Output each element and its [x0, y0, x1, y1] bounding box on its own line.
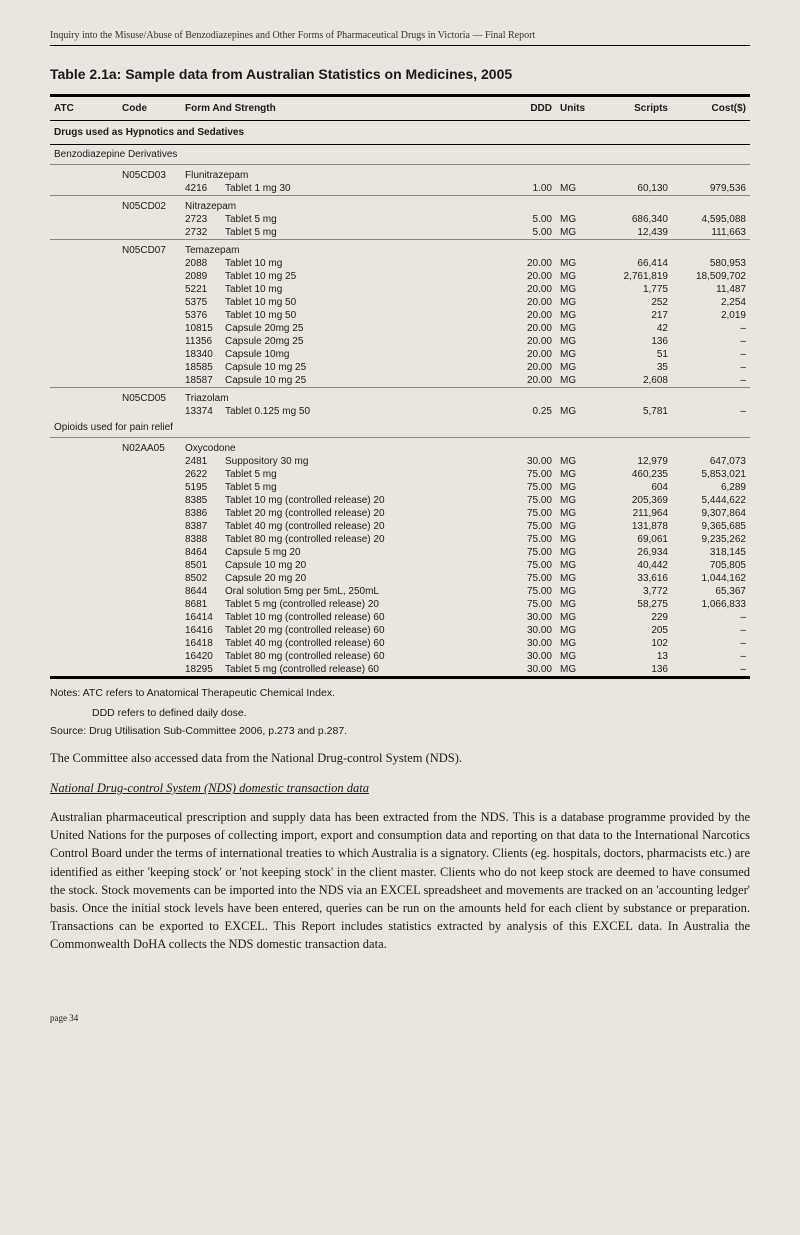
table-row: 18295Tablet 5 mg (controlled release) 60…	[50, 663, 750, 678]
medicine-table: ATC Code Form And Strength DDD Units Scr…	[50, 94, 750, 679]
table-row: 11356Capsule 20mg 25 20.00 MG 136 –	[50, 335, 750, 348]
table-row: 16416Tablet 20 mg (controlled release) 6…	[50, 624, 750, 637]
col-atc: ATC	[50, 96, 118, 121]
body-paragraph-1: The Committee also accessed data from th…	[50, 749, 750, 767]
subsection-row: Benzodiazepine Derivatives	[50, 145, 750, 165]
table-row: 16414Tablet 10 mg (controlled release) 6…	[50, 611, 750, 624]
subsection-row: Opioids used for pain relief	[50, 418, 750, 438]
col-cost: Cost($)	[672, 96, 750, 121]
table-row: 5375Tablet 10 mg 50 20.00 MG 252 2,254	[50, 296, 750, 309]
table-row: 18340Capsule 10mg 20.00 MG 51 –	[50, 348, 750, 361]
page-header: Inquiry into the Misuse/Abuse of Benzodi…	[50, 30, 750, 46]
col-units: Units	[556, 96, 599, 121]
col-scripts: Scripts	[599, 96, 672, 121]
drug-group-row: N05CD03Flunitrazepam	[50, 165, 750, 183]
table-row: 8386Tablet 20 mg (controlled release) 20…	[50, 507, 750, 520]
table-row: 8387Tablet 40 mg (controlled release) 20…	[50, 520, 750, 533]
col-form: Form And Strength	[181, 96, 503, 121]
col-ddd: DDD	[503, 96, 556, 121]
table-row: 5221Tablet 10 mg 20.00 MG 1,775 11,487	[50, 283, 750, 296]
col-code: Code	[118, 96, 181, 121]
table-row: 8644Oral solution 5mg per 5mL, 250mL 75.…	[50, 585, 750, 598]
table-row: 8502Capsule 20 mg 20 75.00 MG 33,616 1,0…	[50, 572, 750, 585]
table-row: 4216Tablet 1 mg 30 1.00 MG 60,130 979,53…	[50, 182, 750, 196]
source-line: Source: Drug Utilisation Sub-Committee 2…	[50, 725, 750, 737]
drug-group-row: N05CD07Temazepam	[50, 240, 750, 258]
drug-group-row: N05CD02Nitrazepam	[50, 196, 750, 214]
table-row: 2088Tablet 10 mg 20.00 MG 66,414 580,953	[50, 257, 750, 270]
table-row: 5195Tablet 5 mg 75.00 MG 604 6,289	[50, 481, 750, 494]
table-row: 16418Tablet 40 mg (controlled release) 6…	[50, 637, 750, 650]
notes-line-1: Notes: ATC refers to Anatomical Therapeu…	[50, 687, 750, 699]
page-footer: page 34	[50, 1013, 750, 1023]
table-row: 8388Tablet 80 mg (controlled release) 20…	[50, 533, 750, 546]
body-paragraph-2: Australian pharmaceutical prescription a…	[50, 808, 750, 953]
table-row: 2481Suppository 30 mg 30.00 MG 12,979 64…	[50, 455, 750, 468]
notes-line-2: DDD refers to defined daily dose.	[50, 707, 750, 719]
drug-group-row: N05CD05Triazolam	[50, 388, 750, 406]
table-row: 13374Tablet 0.125 mg 50 0.25 MG 5,781 –	[50, 405, 750, 418]
table-header-row: ATC Code Form And Strength DDD Units Scr…	[50, 96, 750, 121]
table-row: 10815Capsule 20mg 25 20.00 MG 42 –	[50, 322, 750, 335]
table-title: Table 2.1a: Sample data from Australian …	[50, 66, 750, 82]
subheading-nds: National Drug-control System (NDS) domes…	[50, 781, 750, 796]
table-row: 2622Tablet 5 mg 75.00 MG 460,235 5,853,0…	[50, 468, 750, 481]
table-row: 2723Tablet 5 mg 5.00 MG 686,340 4,595,08…	[50, 213, 750, 226]
table-row: 2089Tablet 10 mg 25 20.00 MG 2,761,819 1…	[50, 270, 750, 283]
table-row: 2732Tablet 5 mg 5.00 MG 12,439 111,663	[50, 226, 750, 240]
table-row: 8464Capsule 5 mg 20 75.00 MG 26,934 318,…	[50, 546, 750, 559]
table-row: 8681Tablet 5 mg (controlled release) 20 …	[50, 598, 750, 611]
table-row: 8385Tablet 10 mg (controlled release) 20…	[50, 494, 750, 507]
drug-group-row: N02AA05Oxycodone	[50, 438, 750, 456]
section-header-row: Drugs used as Hypnotics and Sedatives	[50, 121, 750, 145]
table-row: 18587Capsule 10 mg 25 20.00 MG 2,608 –	[50, 374, 750, 388]
table-row: 18585Capsule 10 mg 25 20.00 MG 35 –	[50, 361, 750, 374]
table-row: 5376Tablet 10 mg 50 20.00 MG 217 2,019	[50, 309, 750, 322]
table-row: 16420Tablet 80 mg (controlled release) 6…	[50, 650, 750, 663]
table-row: 8501Capsule 10 mg 20 75.00 MG 40,442 705…	[50, 559, 750, 572]
